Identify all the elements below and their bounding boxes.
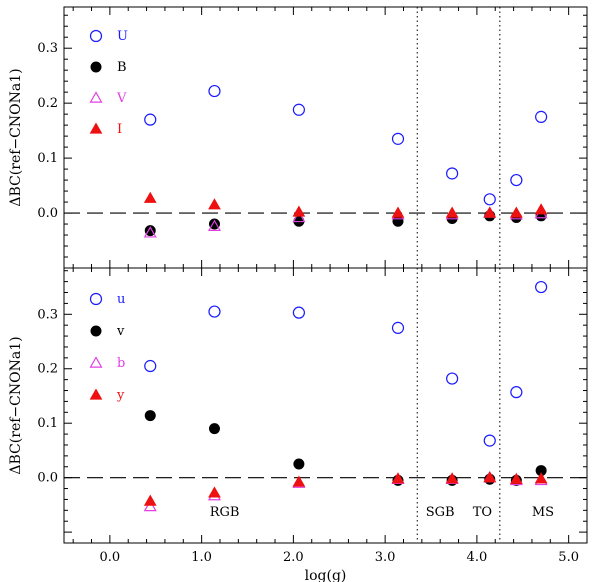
data-point-U bbox=[292, 103, 305, 116]
data-point-v bbox=[208, 423, 220, 435]
data-point-I bbox=[483, 206, 497, 218]
data-point-U bbox=[510, 173, 523, 187]
data-point-v bbox=[293, 458, 305, 470]
legend-marker-b bbox=[89, 356, 103, 368]
panel-top: 0.0 0.1 0.2 0.3 ΔBC(ref−CNONa1) U B V I bbox=[8, 6, 588, 269]
region-label-to: TO bbox=[473, 505, 492, 520]
data-point-b bbox=[143, 499, 157, 512]
y-axis-title: ΔBC(ref−CNONa1) bbox=[8, 68, 24, 206]
data-point-y bbox=[483, 471, 497, 483]
legend-marker-I bbox=[89, 122, 103, 134]
plot-frame bbox=[63, 6, 588, 269]
x-tick-label: 5.0 bbox=[558, 550, 579, 565]
data-point-V bbox=[292, 210, 306, 223]
data-point-y bbox=[143, 494, 157, 506]
data-point-u bbox=[144, 359, 157, 373]
legend-marker-u bbox=[89, 292, 103, 306]
data-point-u bbox=[391, 321, 405, 335]
y-tick-label: 0.2 bbox=[37, 96, 58, 111]
region-label-sgb: SGB bbox=[426, 505, 455, 520]
legend-label-I: I bbox=[117, 122, 122, 137]
data-point-B bbox=[144, 225, 156, 237]
data-point-U bbox=[483, 193, 496, 206]
data-point-B bbox=[392, 215, 404, 227]
data-point-v bbox=[144, 410, 156, 422]
y-tick-label: 0.3 bbox=[37, 41, 58, 56]
data-point-I bbox=[509, 206, 523, 218]
x-axis-title: log(g) bbox=[305, 568, 347, 582]
data-point-I bbox=[534, 203, 548, 215]
y-tick-label: 0.1 bbox=[37, 416, 58, 431]
x-tick-label: 4.0 bbox=[467, 550, 488, 565]
data-point-y bbox=[292, 475, 306, 487]
region-label-rgb: RGB bbox=[210, 505, 240, 520]
data-point-y bbox=[534, 472, 548, 484]
data-point-u bbox=[446, 372, 459, 385]
data-point-U bbox=[144, 113, 157, 126]
data-point-u bbox=[208, 305, 221, 318]
data-point-U bbox=[535, 110, 548, 123]
y-tick-label: 0.1 bbox=[37, 151, 58, 166]
data-point-I bbox=[292, 205, 306, 217]
legend-label-u: u bbox=[117, 292, 125, 307]
x-tick-label: 3.0 bbox=[375, 550, 396, 565]
data-point-y bbox=[391, 472, 405, 484]
legend-label-V: V bbox=[116, 91, 127, 106]
legend-label-v: v bbox=[116, 324, 125, 339]
x-tick-label: 2.0 bbox=[283, 550, 304, 565]
y-axis-title: ΔBC(ref−CNONa1) bbox=[8, 336, 24, 474]
data-point-u bbox=[535, 280, 548, 294]
y-tick-label: 0.0 bbox=[37, 471, 58, 486]
data-point-I bbox=[445, 206, 459, 218]
legend-label-B: B bbox=[117, 60, 127, 75]
legend-label-U: U bbox=[117, 29, 128, 44]
x-tick-label: 1.0 bbox=[191, 550, 212, 565]
legend-marker-U bbox=[89, 29, 103, 43]
data-point-V bbox=[207, 219, 222, 231]
data-point-B bbox=[208, 218, 220, 230]
data-point-V bbox=[143, 226, 157, 238]
legend-label-y: y bbox=[116, 388, 125, 403]
data-point-U bbox=[391, 132, 405, 145]
y-tick-label: 0.3 bbox=[37, 307, 58, 322]
data-point-u bbox=[510, 386, 523, 399]
legend-marker-v bbox=[90, 325, 102, 337]
data-point-y bbox=[509, 472, 523, 484]
legend-marker-V bbox=[89, 91, 103, 103]
legend-marker-y bbox=[89, 388, 103, 400]
data-point-U bbox=[208, 84, 221, 98]
data-point-I bbox=[208, 198, 221, 210]
x-tick-label: 0.0 bbox=[100, 550, 121, 565]
panel-bottom: 0.0 0.1 0.2 0.3 ΔBC(ref−CNONa1) u v b y 0.0 1.0 2.0… bbox=[8, 267, 588, 582]
legend-label-b: b bbox=[117, 356, 125, 371]
legend-marker-B bbox=[90, 61, 102, 73]
y-tick-label: 0.0 bbox=[37, 206, 58, 221]
plot-frame bbox=[63, 267, 588, 544]
y-tick-label: 0.2 bbox=[37, 362, 58, 377]
data-point-u bbox=[292, 306, 305, 319]
data-point-I bbox=[143, 191, 157, 203]
data-point-u bbox=[483, 434, 496, 447]
data-point-y bbox=[445, 472, 459, 484]
data-point-U bbox=[446, 167, 459, 180]
data-point-y bbox=[208, 486, 221, 498]
region-label-ms: MS bbox=[532, 505, 554, 520]
data-point-I bbox=[391, 206, 405, 218]
